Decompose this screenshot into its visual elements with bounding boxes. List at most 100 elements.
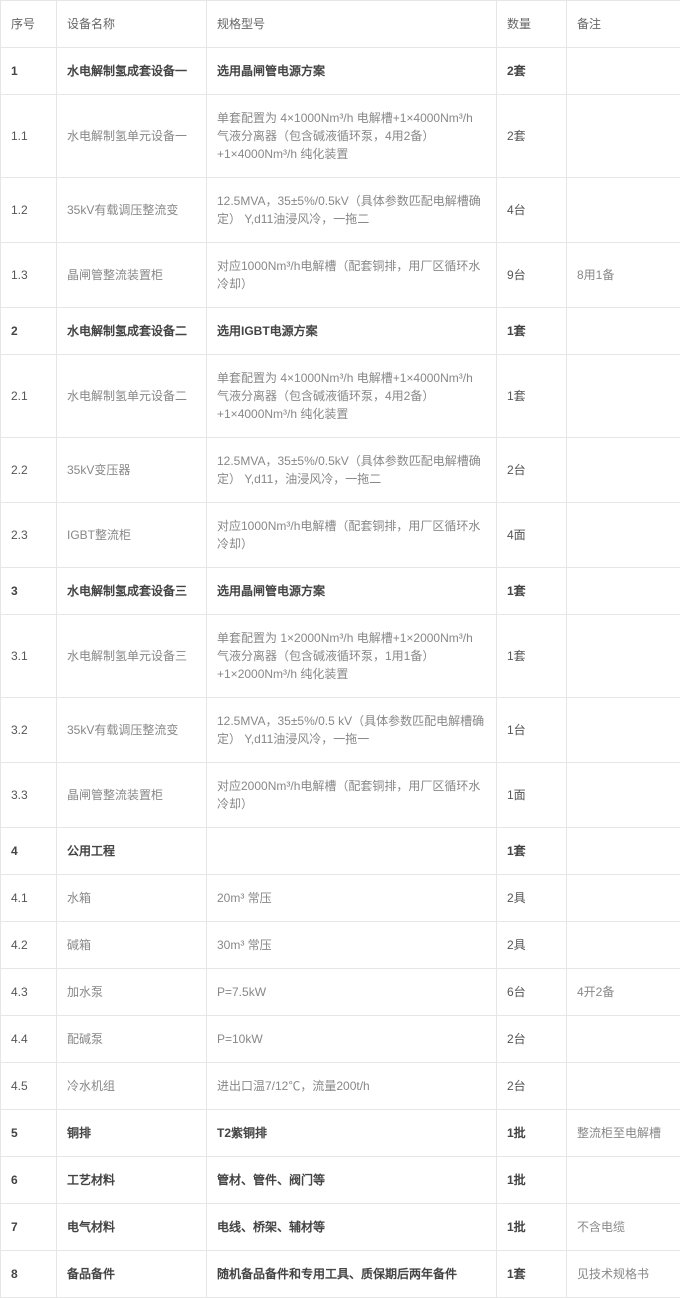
cell-spec: 12.5MVA，35±5%/0.5kV（具体参数匹配电解槽确定） Y,d11，油… [207,438,497,503]
cell-spec [207,828,497,875]
cell-qty: 1台 [497,698,567,763]
cell-seq: 6 [1,1157,57,1204]
table-row: 7电气材料电线、桥架、辅材等1批不含电缆 [1,1204,680,1251]
cell-note [567,1063,680,1110]
cell-seq: 2.3 [1,503,57,568]
cell-name: 水箱 [57,875,207,922]
cell-note [567,568,680,615]
cell-spec: 选用IGBT电源方案 [207,308,497,355]
cell-spec: 对应1000Nm³/h电解槽（配套铜排，用厂区循环水冷却） [207,243,497,308]
table-row: 6工艺材料管材、管件、阀门等1批 [1,1157,680,1204]
cell-note: 整流柜至电解槽 [567,1110,680,1157]
cell-note [567,698,680,763]
cell-spec: 电线、桥架、辅材等 [207,1204,497,1251]
cell-seq: 4.5 [1,1063,57,1110]
cell-qty: 2台 [497,438,567,503]
cell-spec: T2紫铜排 [207,1110,497,1157]
cell-note [567,763,680,828]
cell-note: 4开2备 [567,969,680,1016]
col-header-seq: 序号 [1,1,57,48]
table-row: 4公用工程1套 [1,828,680,875]
cell-spec: 30m³ 常压 [207,922,497,969]
cell-qty: 1套 [497,355,567,438]
cell-name: 加水泵 [57,969,207,1016]
cell-qty: 1套 [497,568,567,615]
cell-seq: 8 [1,1251,57,1298]
table-row: 4.5冷水机组进出口温7/12℃，流量200t/h2台 [1,1063,680,1110]
cell-name: 晶闸管整流装置柜 [57,243,207,308]
cell-name: 35kV有载调压整流变 [57,698,207,763]
cell-qty: 2台 [497,1063,567,1110]
cell-seq: 2.2 [1,438,57,503]
cell-qty: 1批 [497,1110,567,1157]
cell-qty: 1套 [497,308,567,355]
cell-qty: 4面 [497,503,567,568]
cell-note [567,503,680,568]
cell-name: 公用工程 [57,828,207,875]
cell-name: 配碱泵 [57,1016,207,1063]
cell-name: 晶闸管整流装置柜 [57,763,207,828]
cell-note [567,355,680,438]
cell-spec: 对应2000Nm³/h电解槽（配套铜排，用厂区循环水冷却） [207,763,497,828]
cell-spec: 12.5MVA，35±5%/0.5 kV（具体参数匹配电解槽确定） Y,d11油… [207,698,497,763]
cell-seq: 1.3 [1,243,57,308]
cell-qty: 1批 [497,1204,567,1251]
cell-spec: 随机备品备件和专用工具、质保期后两年备件 [207,1251,497,1298]
cell-seq: 3.3 [1,763,57,828]
cell-qty: 2套 [497,48,567,95]
col-header-note: 备注 [567,1,680,48]
cell-qty: 2台 [497,1016,567,1063]
cell-spec: 选用晶闸管电源方案 [207,48,497,95]
cell-note [567,308,680,355]
cell-spec: 进出口温7/12℃，流量200t/h [207,1063,497,1110]
cell-spec: 单套配置为 4×1000Nm³/h 电解槽+1×4000Nm³/h 气液分离器（… [207,355,497,438]
cell-note [567,438,680,503]
cell-spec: 选用晶闸管电源方案 [207,568,497,615]
cell-seq: 1.2 [1,178,57,243]
cell-spec: 12.5MVA，35±5%/0.5kV（具体参数匹配电解槽确定） Y,d11油浸… [207,178,497,243]
cell-name: 水电解制氢单元设备二 [57,355,207,438]
table-row: 2.3IGBT整流柜对应1000Nm³/h电解槽（配套铜排，用厂区循环水冷却）4… [1,503,680,568]
cell-name: 35kV变压器 [57,438,207,503]
cell-spec: P=10kW [207,1016,497,1063]
table-row: 8备品备件随机备品备件和专用工具、质保期后两年备件1套见技术规格书 [1,1251,680,1298]
table-row: 4.4配碱泵P=10kW2台 [1,1016,680,1063]
cell-note [567,178,680,243]
equipment-table: 序号设备名称规格型号数量备注 1水电解制氢成套设备一选用晶闸管电源方案2套1.1… [0,0,680,1298]
table-row: 1.235kV有载调压整流变12.5MVA，35±5%/0.5kV（具体参数匹配… [1,178,680,243]
table-row: 4.1水箱20m³ 常压2具 [1,875,680,922]
cell-spec: 管材、管件、阀门等 [207,1157,497,1204]
col-header-qty: 数量 [497,1,567,48]
cell-qty: 1套 [497,1251,567,1298]
cell-name: 水电解制氢成套设备二 [57,308,207,355]
table-header-row: 序号设备名称规格型号数量备注 [1,1,680,48]
table-row: 5铜排T2紫铜排1批整流柜至电解槽 [1,1110,680,1157]
cell-note: 见技术规格书 [567,1251,680,1298]
cell-note [567,615,680,698]
cell-qty: 9台 [497,243,567,308]
cell-name: 水电解制氢成套设备三 [57,568,207,615]
cell-qty: 2具 [497,922,567,969]
cell-spec: 单套配置为 1×2000Nm³/h 电解槽+1×2000Nm³/h 气液分离器（… [207,615,497,698]
cell-spec: 20m³ 常压 [207,875,497,922]
cell-qty: 2套 [497,95,567,178]
cell-qty: 2具 [497,875,567,922]
cell-qty: 1套 [497,615,567,698]
cell-qty: 1套 [497,828,567,875]
cell-name: 冷水机组 [57,1063,207,1110]
cell-seq: 4.2 [1,922,57,969]
cell-seq: 2 [1,308,57,355]
table-row: 2水电解制氢成套设备二选用IGBT电源方案1套 [1,308,680,355]
cell-seq: 2.1 [1,355,57,438]
table-row: 3.3晶闸管整流装置柜对应2000Nm³/h电解槽（配套铜排，用厂区循环水冷却）… [1,763,680,828]
cell-name: 电气材料 [57,1204,207,1251]
table-row: 3水电解制氢成套设备三选用晶闸管电源方案1套 [1,568,680,615]
cell-qty: 1批 [497,1157,567,1204]
table-row: 3.1水电解制氢单元设备三单套配置为 1×2000Nm³/h 电解槽+1×200… [1,615,680,698]
cell-note [567,922,680,969]
cell-seq: 4.1 [1,875,57,922]
cell-seq: 1.1 [1,95,57,178]
table-row: 4.2碱箱30m³ 常压2具 [1,922,680,969]
table-row: 1.3晶闸管整流装置柜对应1000Nm³/h电解槽（配套铜排，用厂区循环水冷却）… [1,243,680,308]
cell-seq: 7 [1,1204,57,1251]
